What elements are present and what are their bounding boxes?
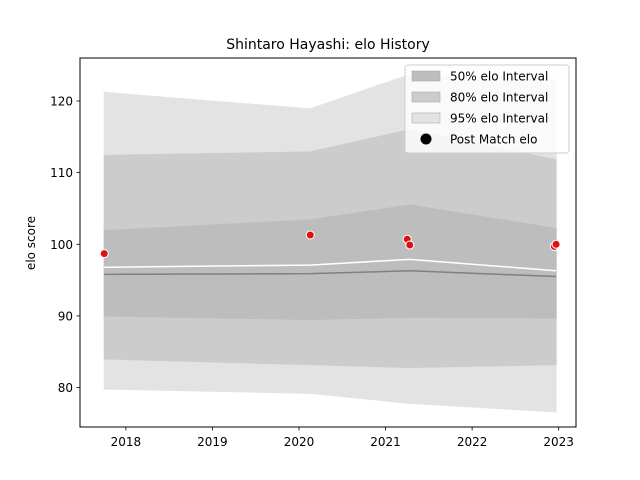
x-tick-label: 2020: [284, 435, 315, 449]
x-tick-label: 2019: [197, 435, 228, 449]
post-match-point: [305, 230, 315, 240]
y-axis-label: elo score: [24, 216, 38, 270]
post-match-point: [99, 249, 109, 259]
legend-label: 95% elo Interval: [450, 112, 548, 126]
post-match-point: [405, 240, 415, 250]
x-axis: 2018 2019 2020 2021 2022 2023: [111, 427, 574, 449]
legend-label: Post Match elo: [450, 133, 537, 147]
legend-marker: [420, 133, 432, 145]
legend: 50% elo Interval 80% elo Interval 95% elo …: [404, 64, 570, 154]
post-match-point: [551, 239, 561, 249]
y-tick-label: 120: [50, 94, 73, 108]
legend-box: [404, 64, 570, 154]
legend-label: 50% elo Interval: [450, 70, 548, 84]
x-tick-label: 2021: [370, 435, 401, 449]
legend-swatch: [411, 91, 441, 103]
legend-swatch: [411, 112, 441, 124]
y-tick-label: 90: [58, 309, 73, 323]
y-tick-label: 110: [50, 166, 73, 180]
chart-title: Shintaro Hayashi: elo History: [226, 37, 430, 53]
y-tick-label: 100: [50, 238, 73, 252]
x-tick-label: 2023: [543, 435, 574, 449]
x-tick-label: 2018: [111, 435, 142, 449]
elo-line-4: [104, 258, 557, 272]
legend-swatch: [411, 70, 441, 82]
plot-frame: [79, 57, 577, 428]
interval-band-2: [103, 204, 557, 321]
elo-line-3: [104, 270, 557, 278]
y-axis: 80 90 100 110 120: [50, 94, 80, 395]
legend-label: 80% elo Interval: [450, 91, 548, 105]
y-tick-label: 80: [58, 381, 73, 395]
x-tick-label: 2022: [457, 435, 488, 449]
plot-area: [99, 73, 561, 413]
